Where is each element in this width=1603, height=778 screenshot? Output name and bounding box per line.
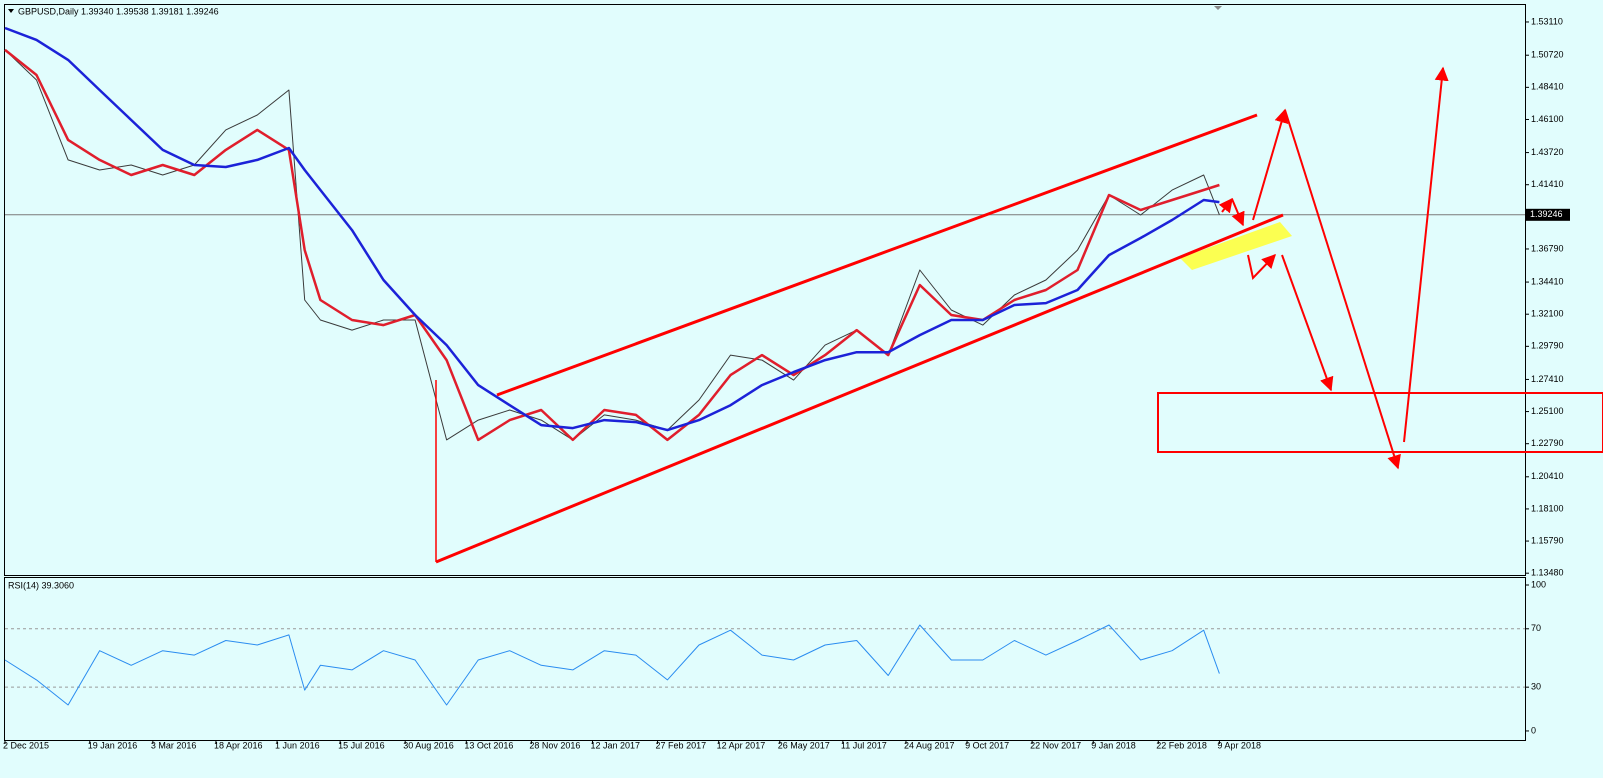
y-tick-label: 30 [1531, 682, 1541, 692]
y-tick-label: 1.13480 [1531, 568, 1564, 578]
rsi-pane-border [4, 577, 1526, 741]
x-tick-label: 1 Jun 2016 [275, 740, 320, 750]
series-line [4, 49, 1220, 441]
y-tick-label: 1.15790 [1531, 535, 1564, 545]
x-tick-label: 13 Oct 2016 [464, 740, 513, 750]
x-tick-label: 2 Dec 2015 [3, 740, 49, 750]
y-tick-label: 1.43720 [1531, 147, 1564, 157]
y-tick-label: 1.22790 [1531, 438, 1564, 448]
x-tick-label: 9 Oct 2017 [965, 740, 1009, 750]
shift-marker [1214, 6, 1222, 10]
rsi-title: RSI(14) 39.3060 [8, 580, 74, 590]
y-tick-label: 1.36790 [1531, 243, 1564, 253]
x-tick-label: 26 May 2017 [778, 740, 830, 750]
chart-title: GBPUSD,Daily 1.39340 1.39538 1.39181 1.3… [18, 6, 219, 16]
y-tick-label: 1.46100 [1531, 114, 1564, 124]
x-tick-label: 15 Jul 2016 [338, 740, 385, 750]
menu-triangle[interactable] [8, 9, 14, 13]
y-tick-label: 70 [1531, 623, 1541, 633]
x-tick-label: 19 Jan 2016 [88, 740, 138, 750]
x-tick-label: 24 Aug 2017 [904, 740, 955, 750]
x-tick-label: 28 Nov 2016 [529, 740, 580, 750]
y-tick-label: 1.41410 [1531, 179, 1564, 189]
x-tick-label: 18 Apr 2016 [214, 740, 263, 750]
series-line [4, 624, 1220, 706]
y-tick-label: 1.34410 [1531, 276, 1564, 286]
series-line [4, 48, 1220, 442]
arrow [1281, 254, 1334, 392]
x-tick-label: 12 Jan 2017 [590, 740, 640, 750]
arrow [1284, 109, 1401, 470]
channel-bottom [435, 213, 1284, 564]
series-line [4, 26, 1220, 432]
x-tick-label: 27 Feb 2017 [656, 740, 707, 750]
channel-top [496, 113, 1258, 397]
x-tick-label: 22 Feb 2018 [1156, 740, 1207, 750]
target-box [1157, 392, 1603, 453]
x-tick-label: 9 Jan 2018 [1091, 740, 1136, 750]
y-tick-label: 1.27410 [1531, 374, 1564, 384]
x-tick-label: 30 Aug 2016 [403, 740, 454, 750]
y-tick-label: 1.32100 [1531, 309, 1564, 319]
support-zone [1180, 222, 1292, 270]
y-tick-label: 100 [1531, 579, 1546, 589]
x-tick-label: 22 Nov 2017 [1030, 740, 1081, 750]
y-tick-label: 1.53110 [1531, 16, 1563, 26]
arrow [1231, 198, 1245, 227]
y-tick-label: 1.25100 [1531, 406, 1564, 416]
x-tick-label: 9 Apr 2018 [1217, 740, 1261, 750]
arrow [1247, 253, 1276, 281]
y-tick-label: 1.50720 [1531, 50, 1564, 60]
arrow [1252, 108, 1289, 221]
y-tick-label: 1.48410 [1531, 82, 1564, 92]
x-tick-label: 3 Mar 2016 [151, 740, 197, 750]
x-tick-label: 12 Apr 2017 [717, 740, 766, 750]
arrow [1218, 197, 1233, 214]
current-price-box [1526, 208, 1570, 221]
y-tick-label: 0 [1531, 725, 1536, 735]
y-tick-label: 1.20410 [1531, 471, 1564, 481]
drawings [435, 66, 1603, 564]
x-tick-label: 11 Jul 2017 [841, 740, 887, 750]
current-price-label: 1.39246 [1530, 209, 1563, 219]
arrow [1403, 66, 1449, 443]
price-pane-border [4, 4, 1526, 576]
y-tick-label: 1.18100 [1531, 503, 1564, 513]
y-tick-label: 1.29790 [1531, 341, 1564, 351]
